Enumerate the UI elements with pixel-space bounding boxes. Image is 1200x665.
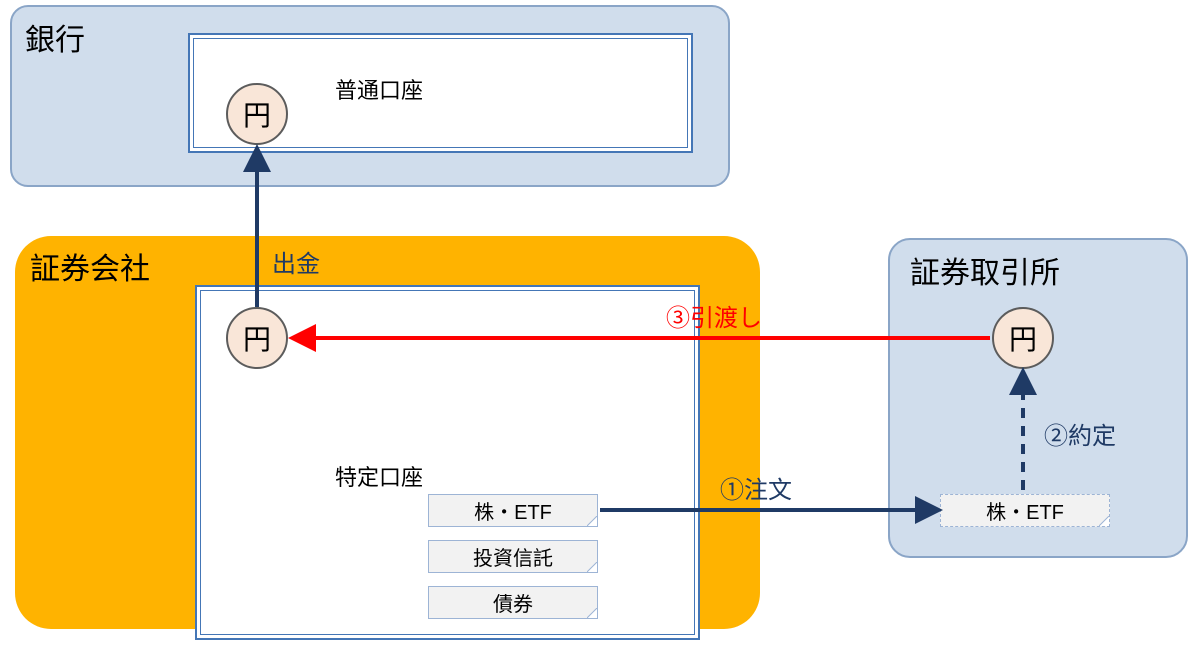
arrow-label-delivery: ③引渡し — [666, 298, 762, 333]
arrow-label-withdraw: 出金 — [272, 244, 320, 279]
brokerage-title: 証券会社 — [30, 244, 150, 288]
yen-label: 円 — [243, 94, 271, 134]
bank-account-label: 普通口座 — [335, 73, 423, 105]
product-mutual-fund: 投資信託 — [428, 540, 598, 573]
brokerage-account-label: 特定口座 — [335, 460, 423, 492]
diagram-stage: 銀行 普通口座 証券会社 特定口座 証券取引所 円 円 円 株・ETF 投資信託… — [0, 0, 1200, 665]
product-bond: 債券 — [428, 586, 598, 619]
product-label: 株・ETF — [986, 496, 1064, 525]
arrow-label-execution: ②約定 — [1044, 416, 1116, 451]
product-stock-etf-exchange: 株・ETF — [940, 494, 1110, 527]
product-label: 債券 — [493, 588, 533, 617]
arrow-label-order: ①注文 — [720, 470, 792, 505]
yen-label: 円 — [243, 318, 271, 358]
product-label: 株・ETF — [474, 496, 552, 525]
product-label: 投資信託 — [473, 542, 553, 571]
yen-circle-exchange: 円 — [992, 307, 1054, 369]
yen-circle-brokerage: 円 — [226, 307, 288, 369]
yen-label: 円 — [1009, 318, 1037, 358]
product-stock-etf-brokerage: 株・ETF — [428, 494, 598, 527]
bank-title: 銀行 — [25, 15, 85, 59]
yen-circle-bank: 円 — [226, 83, 288, 145]
exchange-title: 証券取引所 — [910, 248, 1060, 292]
